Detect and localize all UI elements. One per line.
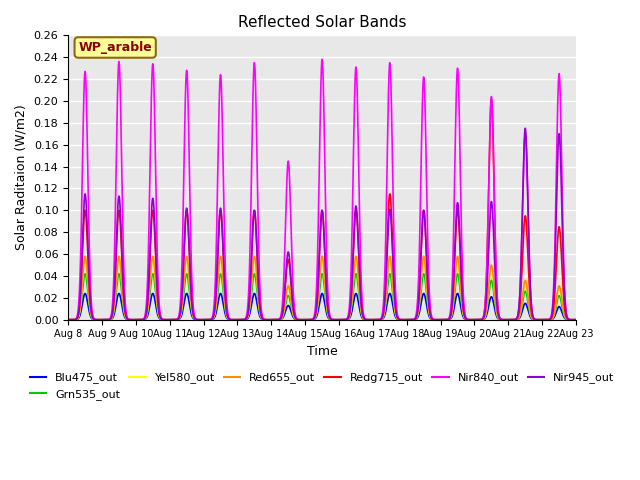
Nir945_out — [93, 317, 100, 323]
Redg715_out — [464, 317, 472, 323]
Nir840_out — [392, 297, 400, 303]
Red655_out — [93, 317, 100, 323]
Blu475_out — [464, 317, 472, 323]
Line: Red655_out: Red655_out — [68, 256, 576, 320]
Red655_out — [255, 296, 262, 301]
Yel580_out — [255, 297, 262, 302]
Blu475_out — [64, 317, 72, 323]
Nir840_out — [93, 317, 100, 323]
Grn535_out — [464, 317, 472, 323]
Blu475_out — [570, 317, 578, 323]
Red655_out — [64, 317, 72, 323]
Grn535_out — [168, 317, 175, 323]
Redg715_out — [255, 279, 262, 285]
Yel580_out — [464, 317, 472, 323]
Nir840_out — [464, 317, 472, 323]
Line: Nir945_out: Nir945_out — [68, 128, 576, 320]
Nir945_out — [64, 317, 72, 323]
X-axis label: Time: Time — [307, 345, 337, 358]
Nir945_out — [572, 317, 580, 323]
Grn535_out — [173, 317, 180, 323]
Nir840_out — [255, 228, 262, 234]
Blu475_out — [93, 317, 100, 323]
Title: Reflected Solar Bands: Reflected Solar Bands — [238, 15, 406, 30]
Nir945_out — [522, 125, 529, 131]
Blu475_out — [255, 308, 262, 314]
Redg715_out — [570, 317, 578, 323]
Redg715_out — [392, 307, 400, 312]
Grn535_out — [255, 301, 262, 307]
Yel580_out — [392, 312, 400, 318]
Red655_out — [570, 317, 578, 323]
Blu475_out — [572, 317, 580, 323]
Grn535_out — [81, 271, 89, 276]
Redg715_out — [168, 317, 175, 323]
Line: Blu475_out: Blu475_out — [68, 293, 576, 320]
Yel580_out — [173, 317, 180, 323]
Nir840_out — [168, 317, 175, 323]
Line: Yel580_out: Yel580_out — [68, 259, 576, 320]
Red655_out — [392, 312, 400, 318]
Red655_out — [572, 317, 580, 323]
Nir840_out — [173, 316, 180, 322]
Red655_out — [464, 317, 472, 323]
Grn535_out — [93, 317, 100, 323]
Nir840_out — [318, 57, 326, 62]
Redg715_out — [488, 97, 495, 103]
Yel580_out — [64, 317, 72, 323]
Nir840_out — [64, 317, 72, 323]
Legend: Blu475_out, Grn535_out, Yel580_out, Red655_out, Redg715_out, Nir840_out, Nir945_: Blu475_out, Grn535_out, Yel580_out, Red6… — [25, 368, 619, 404]
Yel580_out — [570, 317, 578, 323]
Blu475_out — [168, 317, 175, 323]
Line: Grn535_out: Grn535_out — [68, 274, 576, 320]
Yel580_out — [93, 317, 100, 323]
Nir945_out — [570, 317, 578, 323]
Blu475_out — [392, 315, 400, 321]
Nir945_out — [173, 317, 180, 323]
Nir945_out — [255, 279, 262, 285]
Blu475_out — [173, 317, 180, 323]
Nir840_out — [572, 317, 580, 323]
Text: WP_arable: WP_arable — [78, 41, 152, 54]
Redg715_out — [93, 317, 100, 323]
Yel580_out — [168, 317, 175, 323]
Line: Redg715_out: Redg715_out — [68, 100, 576, 320]
Redg715_out — [64, 317, 72, 323]
Y-axis label: Solar Raditaion (W/m2): Solar Raditaion (W/m2) — [15, 105, 28, 251]
Yel580_out — [81, 256, 89, 262]
Redg715_out — [572, 317, 580, 323]
Redg715_out — [173, 317, 180, 323]
Grn535_out — [572, 317, 580, 323]
Nir945_out — [464, 317, 472, 323]
Nir840_out — [570, 317, 578, 323]
Line: Nir840_out: Nir840_out — [68, 60, 576, 320]
Red655_out — [81, 253, 89, 259]
Grn535_out — [64, 317, 72, 323]
Yel580_out — [572, 317, 580, 323]
Blu475_out — [81, 290, 89, 296]
Red655_out — [173, 317, 180, 323]
Grn535_out — [570, 317, 578, 323]
Nir945_out — [168, 317, 175, 323]
Grn535_out — [392, 313, 400, 319]
Nir945_out — [392, 308, 400, 313]
Red655_out — [168, 317, 175, 323]
